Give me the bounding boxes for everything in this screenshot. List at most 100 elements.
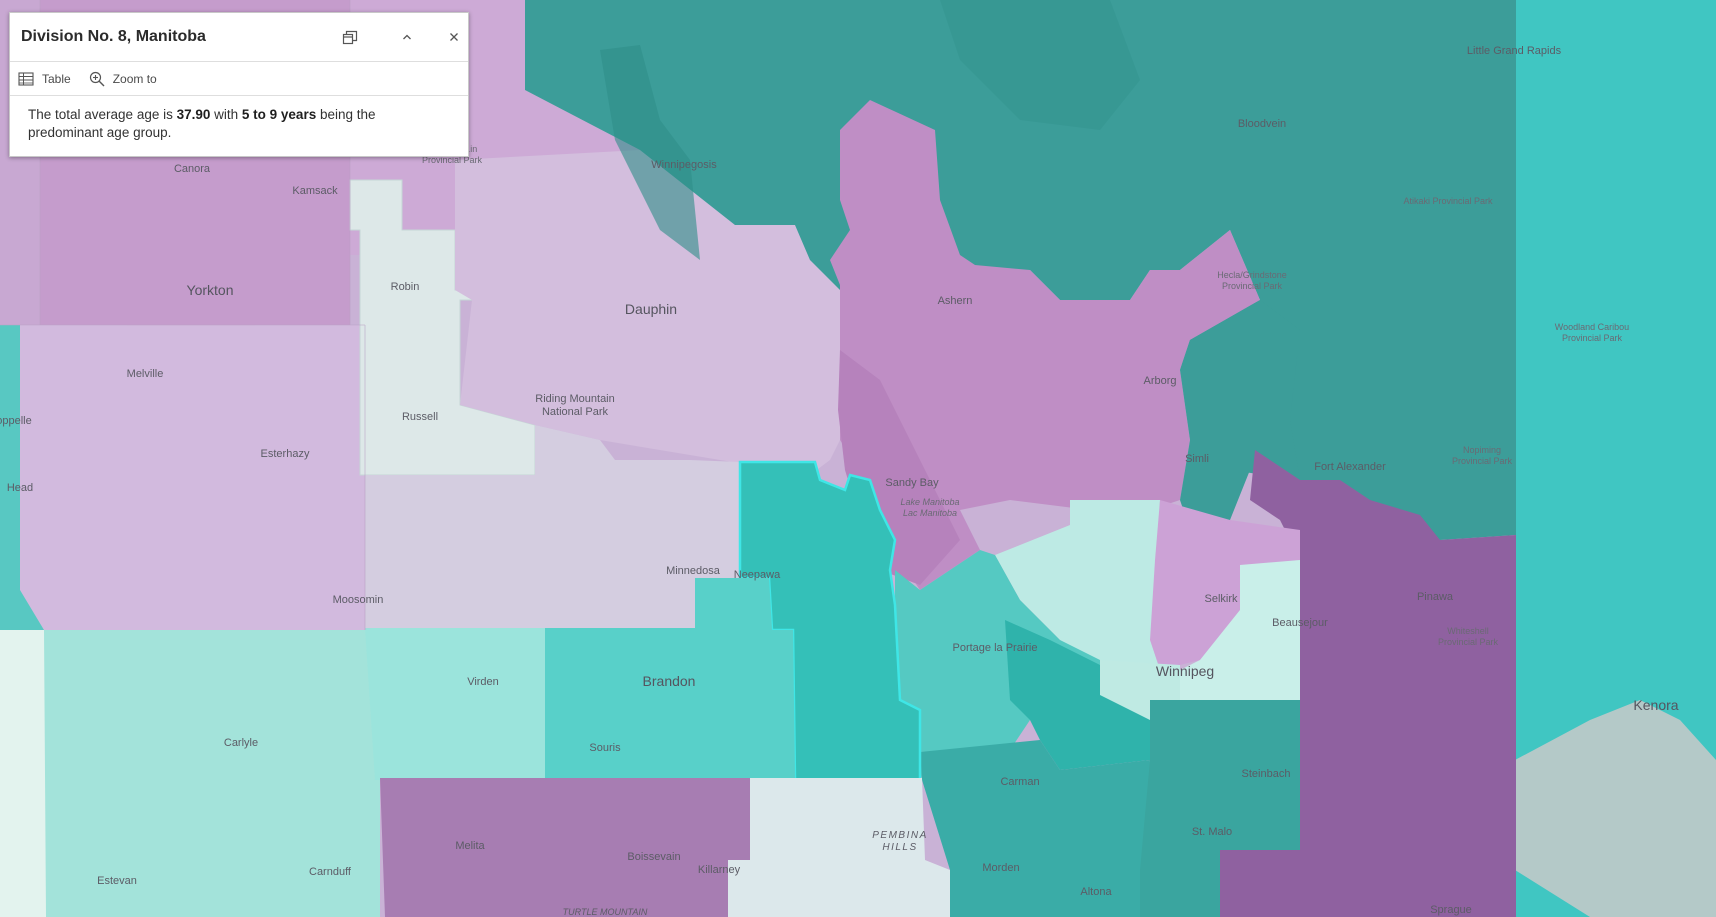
popup-text-mid: with (210, 107, 242, 122)
label-portage: Portage la Prairie (953, 642, 1038, 654)
label-simli: Simli (1185, 453, 1209, 465)
label-selkirk: Selkirk (1204, 593, 1238, 605)
map-labels: Canora Kamsack Yorkton Melville Esterhaz… (0, 45, 1679, 917)
label-virden: Virden (467, 676, 499, 688)
dock-icon (342, 30, 358, 45)
label-steinbach: Steinbach (1242, 768, 1291, 780)
region-ashern[interactable] (830, 100, 1260, 590)
label-hecla-1: Hecla/Grindstone (1217, 270, 1287, 280)
label-woodland-1: Woodland Caribou (1555, 322, 1629, 332)
label-kamsack: Kamsack (292, 185, 338, 197)
region-selkirk[interactable] (1150, 500, 1300, 670)
region-portage[interactable] (895, 550, 1100, 780)
close-icon (450, 33, 458, 41)
label-head: Head (7, 482, 33, 494)
zoom-to-action-label: Zoom to (112, 71, 157, 86)
label-woodland-2: Provincial Park (1562, 333, 1623, 343)
popup-actions: Table Zoom to (10, 62, 468, 96)
lake-winnipegosis (600, 45, 700, 260)
popup-text-post: being the predominant age group. (28, 107, 376, 140)
label-lake-manitoba-1: Lake Manitoba (900, 497, 959, 507)
label-little-grand-rapids: Little Grand Rapids (1467, 45, 1562, 57)
label-nopiming-1: Nopiming (1463, 445, 1501, 455)
label-pembina-1: PEMBINA (872, 830, 928, 841)
region-pembina[interactable] (728, 778, 950, 917)
zoom-in-icon (89, 71, 105, 86)
label-carnduff: Carnduff (309, 866, 352, 878)
region-russell[interactable] (349, 179, 536, 476)
label-duck-mtn-2: Provincial Park (422, 155, 483, 165)
label-carman: Carman (1000, 776, 1039, 788)
label-bloodvein: Bloodvein (1238, 118, 1286, 130)
label-winnipegosis: Winnipegosis (651, 159, 717, 171)
label-sprague: Sprague (1430, 904, 1472, 916)
popup-text-pre: The total average age is (28, 107, 177, 122)
region-melita[interactable] (380, 778, 750, 917)
zoom-to-action[interactable]: Zoom to (89, 71, 157, 87)
region-melville[interactable] (20, 325, 365, 630)
label-lake-manitoba-2: Lac Manitoba (903, 508, 957, 518)
region-dauphin[interactable] (455, 150, 840, 475)
label-russell: Russell (402, 411, 438, 423)
label-nopiming-2: Provincial Park (1452, 456, 1513, 466)
region-pinawa[interactable] (1220, 450, 1516, 917)
label-sandy-bay: Sandy Bay (885, 477, 939, 489)
collapse-button[interactable] (395, 25, 419, 49)
region-brandon[interactable] (545, 578, 795, 780)
label-oppelle: oppelle (0, 415, 32, 427)
label-minnedosa: Minnedosa (666, 565, 721, 577)
region-far-left-south[interactable] (0, 630, 46, 917)
lake-north-patch (940, 0, 1140, 130)
label-atikaki: Atikaki Provincial Park (1403, 196, 1493, 206)
dock-button[interactable] (338, 25, 362, 49)
popup-title: Division No. 8, Manitoba (21, 28, 206, 45)
region-carman[interactable] (920, 740, 1150, 917)
label-turtle-mountain: TURTLE MOUNTAIN (563, 907, 648, 917)
label-carlyle: Carlyle (224, 737, 258, 749)
region-virden-inner (365, 628, 545, 780)
label-boissevain: Boissevain (627, 851, 680, 863)
popup-age-group: 5 to 9 years (241, 107, 317, 122)
region-south-portage[interactable] (1005, 620, 1150, 770)
table-action[interactable]: Table (18, 72, 71, 86)
label-hecla-2: Provincial Park (1222, 281, 1283, 291)
label-ashern: Ashern (938, 295, 973, 307)
label-arborg: Arborg (1143, 375, 1176, 387)
label-melita: Melita (455, 840, 485, 852)
region-east-pale[interactable] (995, 500, 1160, 670)
popup-header: Division No. 8, Manitoba (10, 13, 468, 62)
label-whiteshell-2: Provincial Park (1438, 637, 1499, 647)
close-button[interactable] (442, 25, 466, 49)
table-icon (18, 71, 34, 86)
label-winnipeg: Winnipeg (1156, 663, 1214, 679)
label-souris: Souris (589, 742, 621, 754)
region-kenora-landmass (1515, 700, 1716, 917)
popup-content: The total average age is 37.90 with 5 to… (10, 96, 468, 152)
region-beausejour[interactable] (1180, 560, 1300, 700)
label-melville: Melville (127, 368, 164, 380)
label-canora: Canora (174, 163, 211, 175)
label-riding-mountain-1: Riding Mountain (535, 393, 615, 405)
label-yorkton: Yorkton (187, 282, 234, 298)
label-estevan: Estevan (97, 875, 137, 887)
label-morden: Morden (982, 862, 1019, 874)
label-pinawa: Pinawa (1417, 591, 1454, 603)
label-kenora: Kenora (1633, 697, 1678, 713)
label-moosomin: Moosomin (333, 594, 384, 606)
label-fort-alexander: Fort Alexander (1314, 461, 1386, 473)
label-whiteshell-1: Whiteshell (1447, 626, 1489, 636)
label-riding-mountain-2: National Park (542, 406, 609, 418)
label-brandon: Brandon (643, 673, 696, 689)
chevron-up-icon (403, 34, 411, 40)
region-steinbach[interactable] (1130, 700, 1300, 917)
label-killarney: Killarney (698, 864, 741, 876)
popup-avg-age: 37.90 (176, 107, 211, 122)
table-action-label: Table (42, 71, 71, 86)
label-altona: Altona (1080, 886, 1112, 898)
label-dauphin: Dauphin (625, 301, 677, 317)
label-duck-mtn-1: ...in (463, 144, 478, 154)
feature-popup: Division No. 8, Manitoba (9, 12, 469, 157)
label-st-malo: St. Malo (1192, 826, 1232, 838)
label-beausejour: Beausejour (1272, 617, 1328, 629)
region-minnedosa[interactable] (365, 425, 740, 628)
